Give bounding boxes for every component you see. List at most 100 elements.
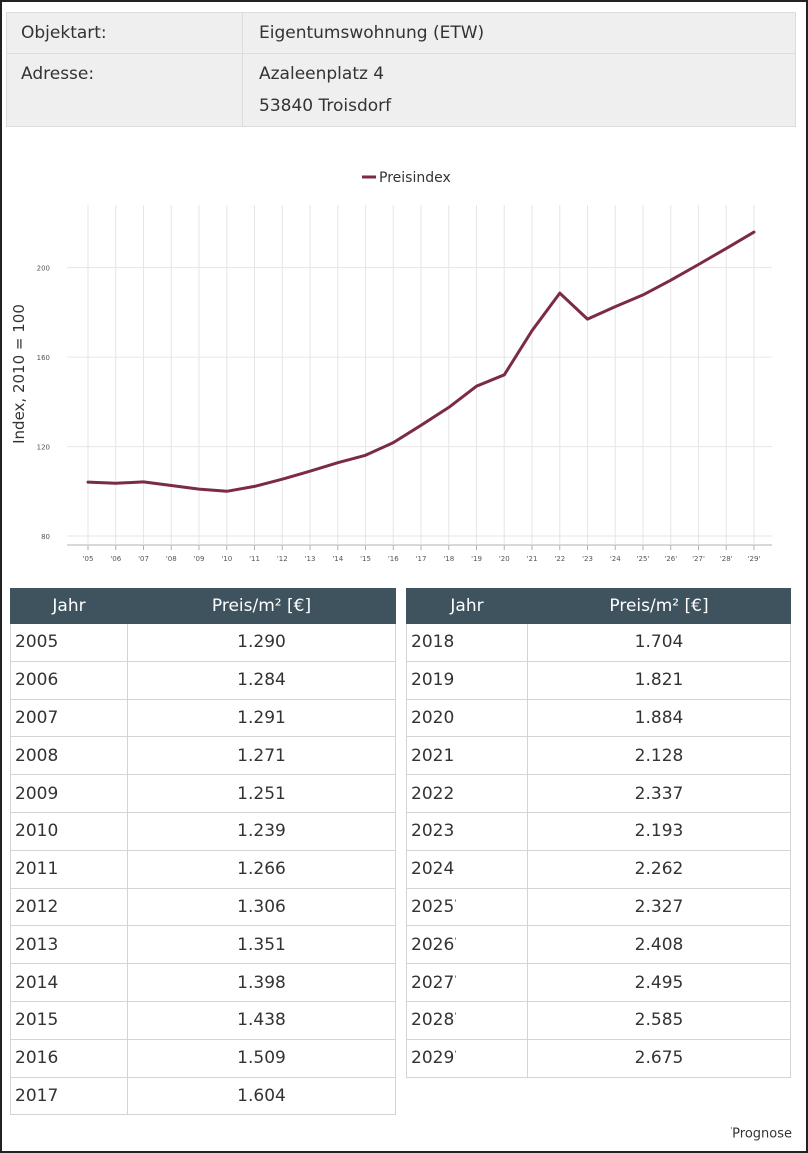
x-tick-label: '21 bbox=[527, 555, 538, 563]
table-row: 2007 1.291 bbox=[10, 698, 396, 738]
price-table-header: Jahr Preis/m² [€] bbox=[406, 588, 791, 624]
price-cell: 2.128 bbox=[527, 736, 791, 776]
price-cell: 2.193 bbox=[527, 811, 791, 851]
y-tick-label: 160 bbox=[37, 354, 50, 362]
year-text: 2026 bbox=[411, 934, 455, 955]
table-row: 2011 1.266 bbox=[10, 849, 396, 889]
year-cell: 2017 bbox=[10, 1076, 128, 1116]
year-cell: 2005 bbox=[10, 623, 128, 662]
year-text: 2009 bbox=[15, 783, 59, 804]
price-cell: 2.408 bbox=[527, 925, 791, 965]
price-cell: 2.585 bbox=[527, 1000, 791, 1040]
year-cell: 2012 bbox=[10, 887, 128, 927]
table-row: 2009 1.251 bbox=[10, 774, 396, 813]
address-line1: Azaleenplatz 4 bbox=[259, 64, 385, 84]
table-row: 2015 1.438 bbox=[10, 1000, 396, 1040]
price-cell: 2.495 bbox=[527, 963, 791, 1002]
price-cell: 2.327 bbox=[527, 887, 791, 927]
year-cell: 2008 bbox=[10, 736, 128, 776]
year-text: 2023 bbox=[411, 821, 455, 842]
x-tick-label: '08 bbox=[166, 555, 177, 563]
price-table-body: 2018 1.704 2019 1.821 2020 1.884 2021 2.128 2022… bbox=[406, 623, 791, 1078]
year-text: 2010 bbox=[15, 821, 59, 842]
table-row: 2026' 2.408 bbox=[406, 925, 791, 965]
price-cell: 1.284 bbox=[127, 660, 396, 700]
x-tick-label: '09 bbox=[194, 555, 205, 563]
forecast-mark: ' bbox=[454, 898, 457, 908]
price-cell: 1.291 bbox=[127, 698, 396, 738]
year-text: 2020 bbox=[411, 707, 455, 728]
table-row: 2027' 2.495 bbox=[406, 963, 791, 1002]
price-cell: 2.675 bbox=[527, 1038, 791, 1078]
x-tick-label: '05 bbox=[83, 555, 94, 563]
table-row: 2021 2.128 bbox=[406, 736, 791, 776]
year-cell: 2016 bbox=[10, 1038, 128, 1078]
x-tick-label: '22 bbox=[554, 555, 565, 563]
year-header: Jahr bbox=[406, 588, 528, 624]
table-row: 2018 1.704 bbox=[406, 623, 791, 662]
legend-label: Preisindex bbox=[379, 170, 451, 186]
year-cell: 2011 bbox=[10, 849, 128, 889]
price-cell: 2.262 bbox=[527, 849, 791, 889]
price-header: Preis/m² [€] bbox=[127, 588, 396, 624]
year-cell: 2006 bbox=[10, 660, 128, 700]
y-axis-ticks: 80 120 160 200 bbox=[37, 265, 50, 541]
year-text: 2012 bbox=[15, 896, 59, 917]
table-row: 2013 1.351 bbox=[10, 925, 396, 965]
forecast-mark: ' bbox=[454, 1011, 457, 1021]
forecast-mark: ' bbox=[454, 936, 457, 946]
address-row: Adresse: Azaleenplatz 4 53840 Troisdorf bbox=[6, 53, 796, 127]
series-line bbox=[86, 230, 756, 493]
price-index-chart: Preisindex Index, 2010 = 100 80 120 160 200… bbox=[10, 170, 772, 563]
x-tick-label: '25' bbox=[637, 555, 650, 563]
y-tick-label: 80 bbox=[41, 533, 50, 541]
x-tick-label: '12 bbox=[277, 555, 288, 563]
x-tick-label: '29' bbox=[748, 555, 761, 563]
price-cell: 1.351 bbox=[127, 925, 396, 965]
price-cell: 1.438 bbox=[127, 1000, 396, 1040]
year-cell: 2014 bbox=[10, 963, 128, 1002]
x-tick-label: '24 bbox=[610, 555, 621, 563]
table-row: 2008 1.271 bbox=[10, 736, 396, 776]
year-text: 2024 bbox=[411, 859, 455, 880]
price-table-right: Jahr Preis/m² [€] 2018 1.704 2019 1.821 2020… bbox=[406, 588, 791, 1078]
year-text: 2006 bbox=[15, 670, 59, 691]
table-row: 2010 1.239 bbox=[10, 811, 396, 851]
year-text: 2011 bbox=[15, 859, 59, 880]
price-cell: 2.337 bbox=[527, 774, 791, 813]
x-axis-ticks: '05 '06 '07 '08 '09 '10 '11 '12 '13 '14 '15 '16 '17 '… bbox=[83, 545, 761, 563]
x-tick-label: '27' bbox=[692, 555, 705, 563]
x-tick-label: '23 bbox=[582, 555, 593, 563]
year-text: 2022 bbox=[411, 783, 455, 804]
year-text: 2014 bbox=[15, 972, 59, 993]
price-cell: 1.884 bbox=[527, 698, 791, 738]
forecast-mark: ' bbox=[454, 973, 457, 983]
year-cell: 2018 bbox=[406, 623, 528, 662]
footnote-mark: ' bbox=[730, 1126, 733, 1134]
table-row: 2020 1.884 bbox=[406, 698, 791, 738]
year-header: Jahr bbox=[10, 588, 128, 624]
x-tick-label: '11 bbox=[249, 555, 260, 563]
x-tick-label: '26' bbox=[664, 555, 677, 563]
object-type-value: Eigentumswohnung (ETW) bbox=[242, 12, 796, 54]
x-tick-label: '10 bbox=[221, 555, 232, 563]
price-cell: 1.821 bbox=[527, 660, 791, 700]
year-text: 2025 bbox=[411, 896, 455, 917]
address-label: Adresse: bbox=[6, 53, 243, 127]
y-tick-label: 200 bbox=[37, 265, 50, 273]
year-cell: 2019 bbox=[406, 660, 528, 700]
year-text: 2028 bbox=[411, 1010, 455, 1031]
year-cell: 2020 bbox=[406, 698, 528, 738]
year-cell: 2021 bbox=[406, 736, 528, 776]
price-cell: 1.604 bbox=[127, 1076, 396, 1116]
x-tick-label: '06 bbox=[110, 555, 121, 563]
year-cell: 2027' bbox=[406, 963, 528, 1002]
price-cell: 1.251 bbox=[127, 774, 396, 813]
year-text: 2015 bbox=[15, 1010, 59, 1031]
y-axis-label: Index, 2010 = 100 bbox=[10, 304, 28, 444]
chart-series bbox=[86, 230, 756, 493]
address-line2: 53840 Troisdorf bbox=[259, 96, 392, 116]
table-row: 2017 1.604 bbox=[10, 1076, 396, 1116]
year-text: 2013 bbox=[15, 934, 59, 955]
